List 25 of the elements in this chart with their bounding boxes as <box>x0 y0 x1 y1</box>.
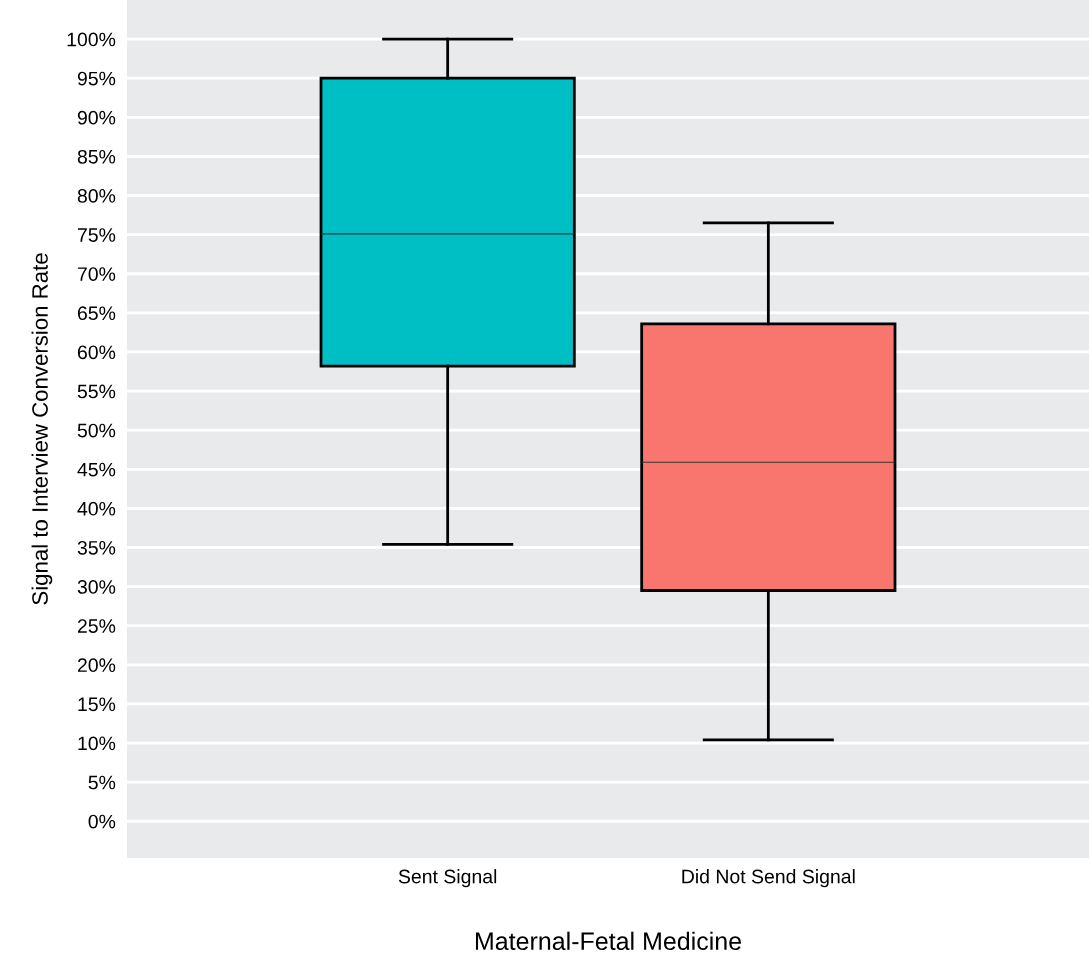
y-tick-label: 45% <box>77 462 116 477</box>
y-tick-label: 65% <box>77 306 116 321</box>
y-tick-label: 70% <box>77 267 116 281</box>
x-axis-title: Maternal-Fetal Medicine <box>475 931 741 951</box>
y-tick-label: 80% <box>77 189 116 203</box>
y-tick-label: 100% <box>67 32 116 47</box>
y-tick-label: 30% <box>77 580 116 594</box>
y-tick-label: 25% <box>77 619 116 633</box>
y-axis-title: Signal to Interview Conversion Rate <box>31 253 53 605</box>
x-tick-label: Did Not Send Signal <box>682 869 855 888</box>
y-tick-label: 35% <box>77 540 116 555</box>
y-tick-label: 5% <box>88 775 116 790</box>
y-tick-label: 40% <box>77 501 116 516</box>
y-tick-label: 95% <box>77 71 116 86</box>
y-tick-label: 50% <box>77 423 116 438</box>
y-tick-label: 10% <box>78 736 116 751</box>
y-tick-label: 75% <box>77 228 116 242</box>
y-tick-label: 15% <box>78 697 116 712</box>
y-tick-label: 60% <box>77 345 116 360</box>
y-tick-label: 90% <box>77 110 116 125</box>
y-tick-label: 85% <box>77 149 116 164</box>
y-tick-label: 55% <box>77 384 116 399</box>
y-tick-label: 0% <box>88 814 116 829</box>
x-tick-label: Sent Signal <box>398 869 497 888</box>
y-tick-label: 20% <box>77 658 116 673</box>
